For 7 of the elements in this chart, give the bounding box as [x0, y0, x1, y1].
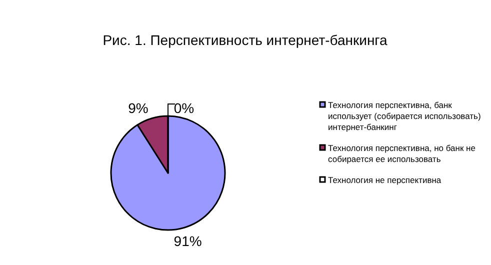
data-label: 91% [174, 233, 202, 250]
legend-label: Технология не перспективна [328, 175, 442, 185]
text: 0% [174, 100, 194, 116]
legend-label: Технология перспективна, банк использует (собирается использовать) интернет-банкинг [328, 100, 481, 132]
data-label: 9% [128, 100, 148, 116]
legend-label: Технология перспективна, но банк не собирается ее использовать [328, 143, 476, 164]
chart-title: Рис. 1. Перспективность интернет-банкинга [102, 32, 388, 48]
